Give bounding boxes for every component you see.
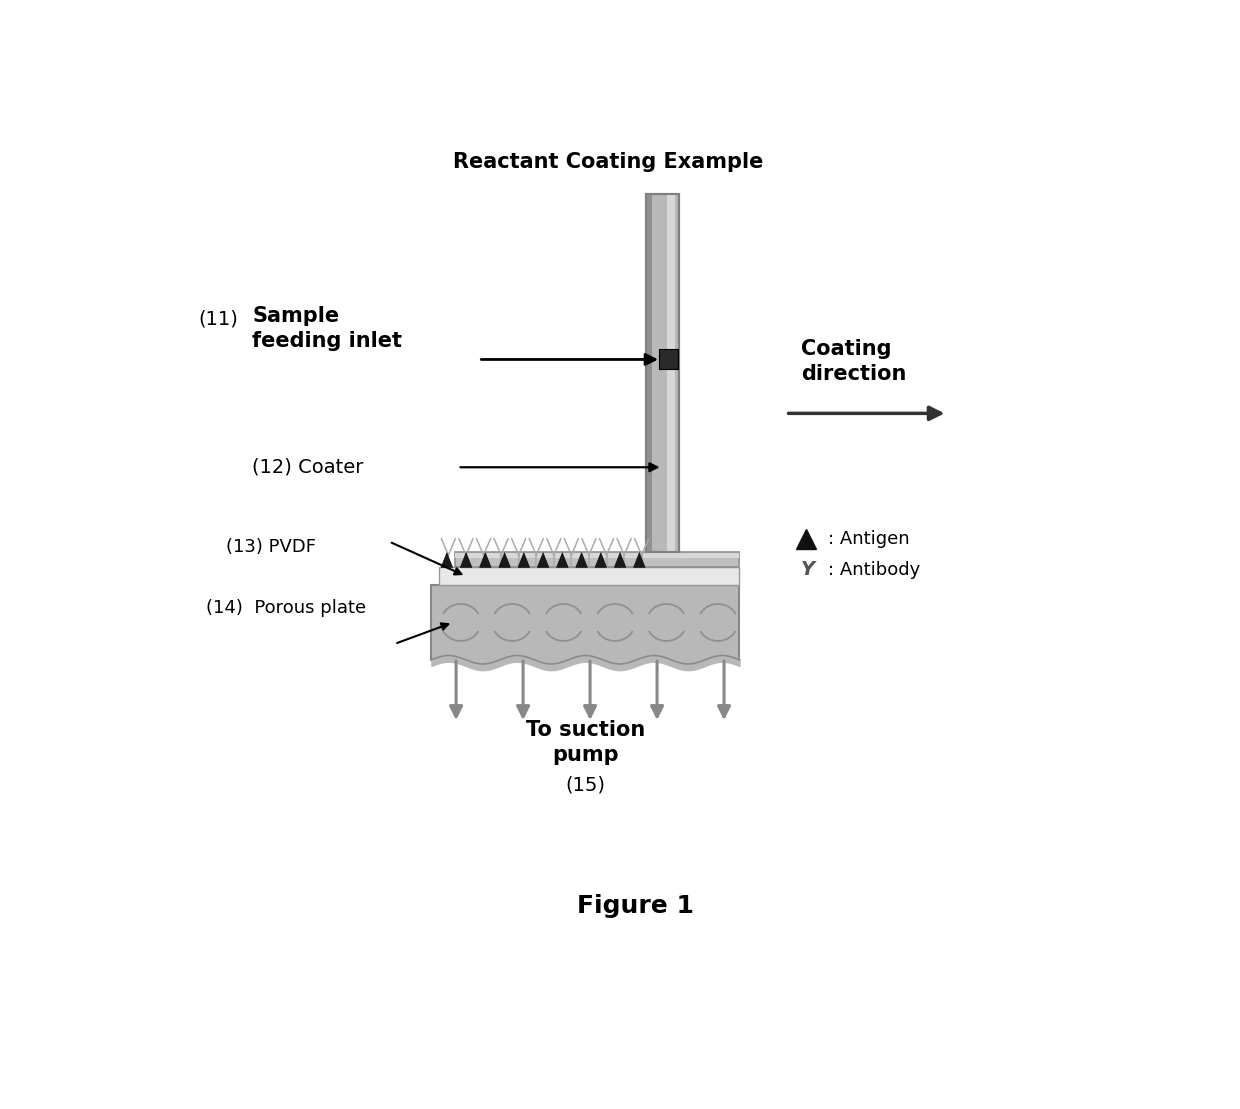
Bar	[455, 552, 739, 568]
Polygon shape	[498, 552, 511, 568]
Text: Reactant Coating Example: Reactant Coating Example	[454, 152, 764, 172]
Bar	[646, 194, 678, 552]
Bar	[432, 586, 739, 660]
Text: Sample
feeding inlet: Sample feeding inlet	[252, 306, 402, 352]
Bar	[439, 568, 739, 586]
Text: Coating
direction: Coating direction	[801, 339, 906, 384]
Polygon shape	[518, 552, 529, 568]
Text: (14)  Porous plate: (14) Porous plate	[206, 599, 366, 618]
Polygon shape	[480, 552, 491, 568]
Text: : Antibody: : Antibody	[828, 561, 920, 579]
Polygon shape	[441, 552, 453, 568]
Bar	[646, 194, 652, 552]
Text: (13) PVDF: (13) PVDF	[226, 538, 316, 556]
Bar	[646, 194, 678, 552]
Polygon shape	[575, 552, 588, 568]
Text: Figure 1: Figure 1	[577, 894, 694, 918]
Text: (15): (15)	[565, 776, 605, 795]
Polygon shape	[614, 552, 626, 568]
Text: : Antigen: : Antigen	[828, 530, 910, 548]
Bar	[660, 349, 678, 369]
Text: (11): (11)	[198, 309, 238, 328]
Text: To suction
pump: To suction pump	[526, 720, 645, 764]
Text: (12) Coater: (12) Coater	[252, 458, 363, 477]
Polygon shape	[634, 552, 645, 568]
Bar	[667, 194, 676, 552]
Polygon shape	[557, 552, 568, 568]
Polygon shape	[460, 552, 472, 568]
Polygon shape	[595, 552, 606, 568]
Bar	[455, 552, 739, 558]
Text: Y: Y	[801, 560, 815, 579]
Polygon shape	[537, 552, 549, 568]
